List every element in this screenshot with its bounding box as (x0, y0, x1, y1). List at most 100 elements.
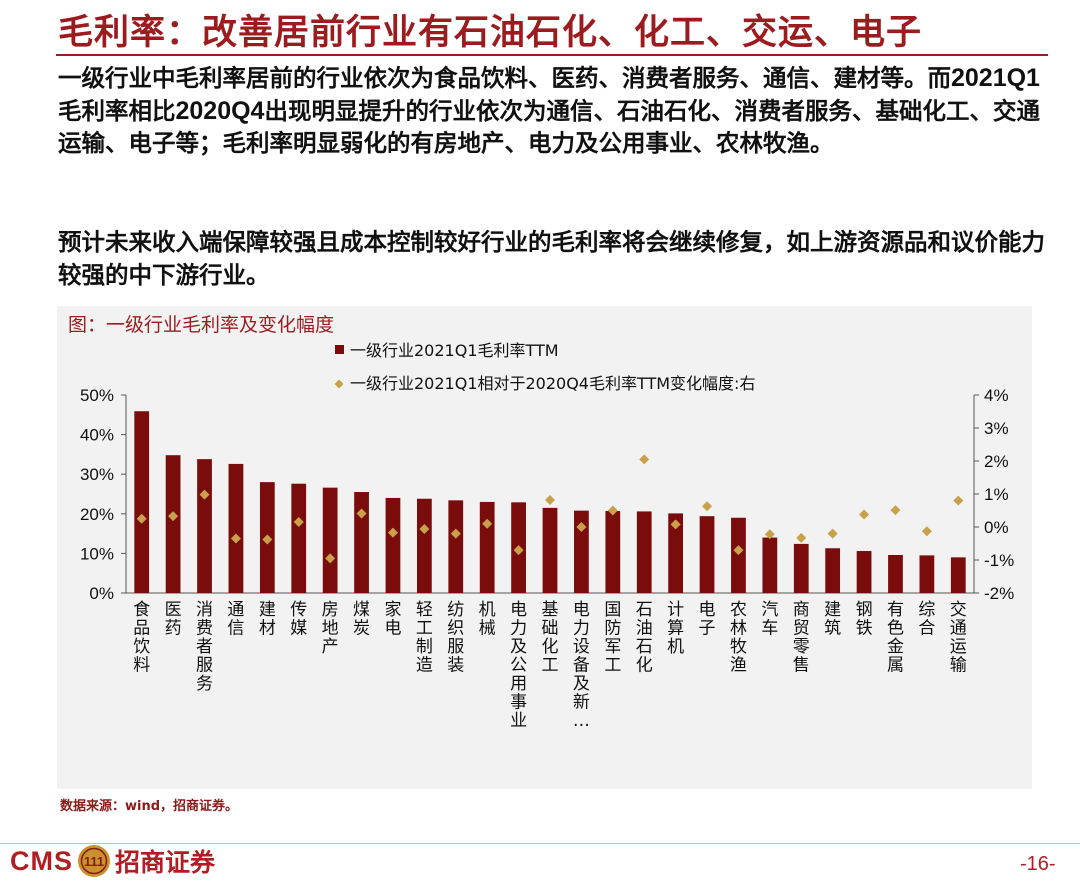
bar (950, 557, 966, 593)
change-marker (450, 528, 461, 539)
category-label: 商贸零售 (793, 600, 810, 676)
right-axis-tick-label: 2% (984, 452, 1009, 471)
bar (322, 487, 338, 593)
category-label: 农林牧渔 (730, 600, 747, 676)
category-label: 国防军工 (604, 600, 621, 676)
change-marker (230, 533, 241, 544)
change-marker (136, 513, 147, 524)
logo-seal-icon: 111 (78, 845, 110, 877)
left-axis-tick-label: 20% (80, 505, 114, 524)
category-label: 食品饮料 (133, 600, 150, 676)
category-label: 机械 (479, 600, 496, 639)
left-axis-tick-label: 30% (80, 465, 114, 484)
page-number: -16- (1020, 853, 1056, 875)
bar (793, 543, 809, 593)
category-label: 电子 (699, 600, 716, 639)
bar (385, 497, 401, 593)
summary-paragraph-2: 预计未来收入端保障较强且成本控制较好行业的毛利率将会继续修复，如上游资源品和议价… (58, 228, 1045, 289)
category-label: 基础化工 (542, 600, 559, 676)
bar (762, 537, 778, 593)
bar (574, 510, 589, 593)
category-label: 医药 (165, 600, 182, 639)
change-marker (545, 494, 555, 505)
paragraph-1-segment: 2020Q4 (175, 96, 265, 125)
category-label: 建筑 (824, 600, 841, 639)
category-label: 有色金属 (887, 600, 904, 676)
bar (291, 483, 307, 593)
change-marker (733, 545, 744, 556)
change-marker (576, 522, 587, 532)
left-axis-tick-label: 10% (80, 544, 114, 563)
summary-paragraph-1: 一级行业中毛利率居前的行业依次为食品饮料、医药、消费者服务、通信、建材等。而20… (58, 62, 1053, 160)
logo-text: CMS (10, 845, 73, 876)
category-label: 纺织服装 (447, 600, 464, 676)
right-axis-tick-label: 4% (984, 386, 1009, 405)
change-marker (168, 511, 179, 522)
cms-logo: CMS 111 招商证券 (10, 843, 215, 879)
bar (919, 555, 935, 593)
legend-swatch-bar (335, 345, 344, 354)
change-marker (607, 505, 618, 516)
category-label: 石油石化 (636, 600, 653, 676)
footer-divider (0, 843, 1080, 844)
legend-label-marker: 一级行业2021Q1相对于2020Q4毛利率TTM变化幅度:右 (350, 374, 755, 393)
paragraph-1-segment: 2021Q1 (951, 64, 1040, 92)
bar (888, 554, 903, 593)
svg-text:111: 111 (84, 854, 104, 869)
change-marker (827, 528, 838, 539)
category-label: 煤炭 (353, 600, 370, 639)
bar (825, 548, 841, 593)
change-marker (419, 523, 430, 534)
category-label: 传媒 (290, 600, 307, 639)
right-axis-tick-label: -1% (984, 551, 1014, 570)
legend-swatch-marker (334, 379, 344, 389)
left-axis-tick-label: 50% (80, 386, 114, 405)
change-marker (702, 501, 713, 512)
bar (605, 511, 621, 593)
paragraph-1-segment: 毛利率相比 (58, 96, 176, 125)
category-label: 计算机 (667, 600, 684, 657)
bar (731, 517, 746, 593)
right-axis-tick-label: 1% (984, 485, 1009, 504)
change-marker (199, 489, 210, 500)
change-marker (796, 532, 807, 543)
bar (636, 511, 652, 593)
bar (228, 463, 244, 593)
category-label: 轻工制造 (416, 600, 433, 676)
right-axis-tick-label: -2% (984, 584, 1014, 603)
bar (856, 551, 872, 593)
change-marker (921, 526, 932, 537)
left-axis-tick-label: 40% (80, 426, 114, 445)
category-label: 综合 (918, 600, 935, 639)
right-axis-tick-label: 0% (984, 518, 1009, 537)
category-label: 钢铁 (856, 600, 873, 639)
category-label: 交通运输 (950, 600, 967, 676)
change-marker (859, 509, 870, 520)
bar (479, 501, 495, 593)
logo-company-name: 招商证券 (115, 848, 216, 877)
left-axis-tick-label: 0% (89, 584, 114, 603)
change-marker (387, 527, 398, 538)
change-marker (639, 454, 650, 465)
bar (542, 507, 558, 593)
category-label: 消费者服务 (196, 600, 213, 694)
title-underline (56, 54, 1048, 56)
legend-label-bar: 一级行业2021Q1毛利率TTM (350, 341, 559, 360)
paragraph-1-segment: 出现明显提升的行业依次为通信、石油石化、消费者服务、基础化工、交通运输、电子等；… (58, 96, 1040, 158)
bar (197, 459, 212, 593)
change-marker (325, 553, 336, 564)
category-label: 电力设备及新… (573, 600, 590, 731)
bar (668, 513, 684, 593)
bar (354, 492, 369, 593)
page-title: 毛利率：改善居前行业有石油石化、化工、交运、电子 (58, 12, 923, 53)
change-marker (356, 508, 367, 519)
category-label: 汽车 (761, 600, 778, 639)
change-marker (953, 495, 964, 506)
bar (699, 516, 715, 593)
change-marker (670, 519, 681, 530)
category-label: 电力及公用事业 (510, 600, 527, 731)
bar (134, 411, 150, 593)
change-marker (764, 529, 775, 540)
category-label: 家电 (384, 600, 401, 639)
